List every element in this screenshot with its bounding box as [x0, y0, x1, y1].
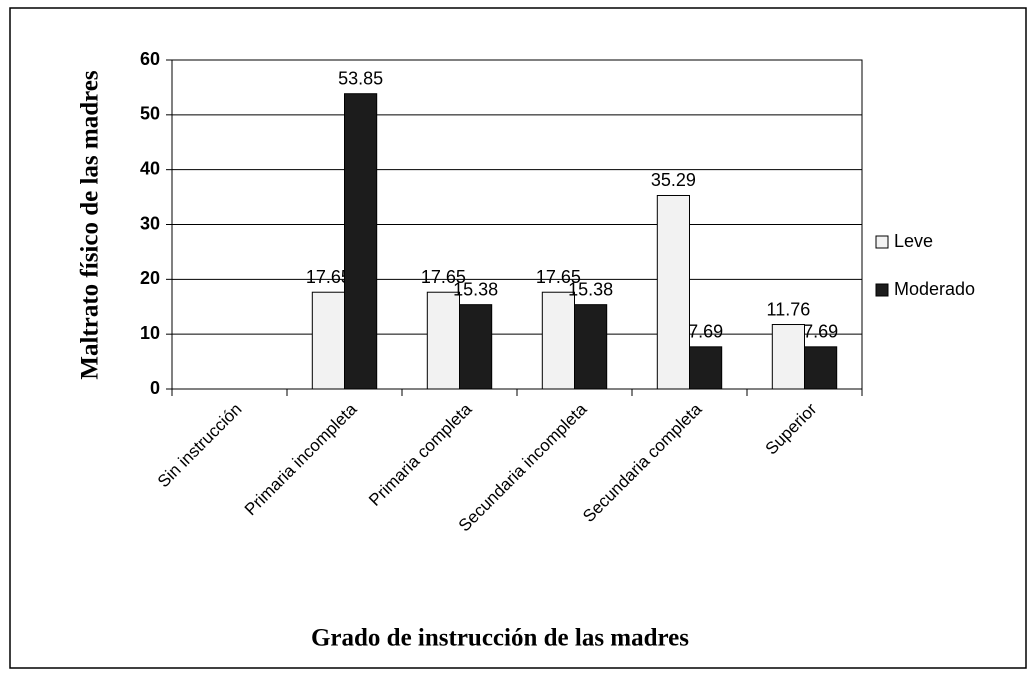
y-tick-label: 60 [140, 49, 160, 69]
value-label: 35.29 [651, 170, 696, 190]
bar [541, 291, 575, 390]
value-label: 7.69 [688, 322, 723, 342]
value-label: 53.85 [338, 68, 383, 88]
bar [426, 291, 460, 390]
value-label: 11.76 [767, 299, 811, 319]
legend-swatch [875, 283, 889, 297]
bar [311, 291, 345, 390]
legend-label: Moderado [894, 279, 975, 299]
value-label: 15.38 [453, 279, 498, 299]
value-label: 17.65 [306, 267, 351, 287]
value-label: 17.65 [421, 267, 466, 287]
y-tick-label: 50 [140, 104, 160, 124]
bar [344, 93, 378, 390]
y-axis-title: Maltrato físico de las madres [77, 70, 104, 379]
x-axis-title: Grado de instrucción de las madres [311, 625, 689, 652]
y-tick-label: 40 [140, 158, 160, 178]
bar [771, 324, 805, 390]
bar [656, 194, 690, 390]
legend-swatch [875, 235, 889, 249]
value-label: 7.69 [803, 322, 838, 342]
bar [804, 346, 838, 390]
value-label: 15.38 [568, 279, 613, 299]
y-tick-label: 30 [140, 213, 160, 233]
value-label: 17.65 [536, 267, 581, 287]
bar [574, 304, 608, 390]
y-tick-label: 10 [140, 323, 160, 343]
legend-label: Leve [894, 231, 933, 251]
y-tick-label: 0 [150, 378, 160, 398]
y-tick-label: 20 [140, 268, 160, 288]
bar [459, 304, 493, 390]
frame [9, 7, 1027, 669]
bar [689, 346, 723, 390]
